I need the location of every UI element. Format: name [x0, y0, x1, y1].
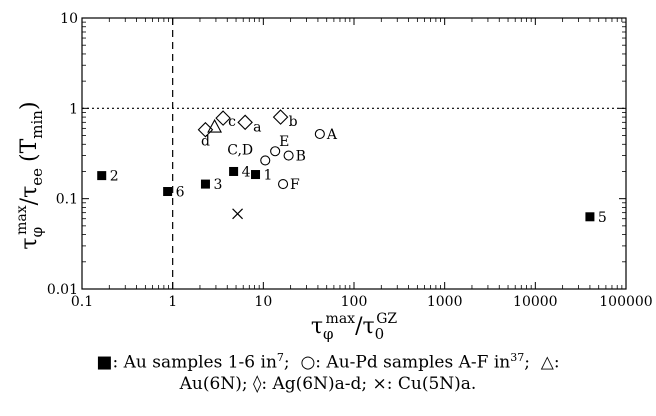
caption-line-1: ■: Au samples 1-6 in7; ○: Au-Pd samples …	[0, 347, 656, 374]
open-diamond-marker	[272, 109, 289, 125]
reference-lines	[82, 18, 626, 289]
y-tick-label: 10	[60, 11, 78, 27]
open-diamond-marker	[237, 114, 253, 131]
caption-text: : Ag(6N)a-d;	[261, 373, 373, 394]
data-label: d	[201, 134, 210, 150]
data-label: 3	[213, 177, 222, 193]
filled-square-marker	[200, 179, 210, 189]
caption-text: Au(6N);	[179, 373, 253, 394]
caption-text: ;	[283, 352, 296, 373]
y-tick-label: 0.01	[47, 282, 78, 298]
svg-text:τφmax/τee(Tmin): τφmax/τee(Tmin)	[14, 101, 46, 249]
cross-symbol: ×	[372, 373, 387, 394]
open-circle-marker	[314, 128, 325, 140]
filled-square-marker	[97, 171, 107, 181]
data-label: b	[289, 114, 298, 130]
y-tick-label: 0.1	[56, 192, 78, 208]
data-label: B	[296, 149, 306, 165]
open-diamond-marker	[215, 110, 231, 126]
open-circle-symbol: ○	[300, 352, 316, 373]
filled-square-marker	[585, 212, 595, 222]
data-label: 1	[264, 168, 273, 184]
data-label: F	[290, 177, 300, 193]
figure-caption: ■: Au samples 1-6 in7; ○: Au-Pd samples …	[0, 347, 656, 395]
caption-line-2: Au(6N); ◊: Ag(6N)a-d; ×: Cu(5N)a.	[0, 374, 656, 395]
caption-text: : Cu(5N)a.	[386, 373, 477, 394]
filled-square-symbol: ■	[96, 352, 113, 373]
data-label: A	[326, 127, 338, 143]
cross-marker-stroke	[232, 208, 244, 220]
x-tick-label: 100	[341, 294, 368, 310]
data-points: 2 6 3 4 1 5 A B C,D E Fa b c d	[97, 109, 607, 226]
filled-square-marker	[251, 170, 261, 180]
y-axis-label: τφmax/τee(Tmin)	[14, 101, 46, 249]
filled-square-marker	[229, 166, 239, 176]
data-label: a	[253, 119, 261, 135]
caption-ref: 7	[276, 351, 284, 364]
filled-square-marker	[163, 187, 173, 197]
open-triangle-marker	[207, 118, 223, 133]
caption-text: : Au-Pd samples A-F in	[315, 352, 511, 373]
plot-frame	[81, 17, 627, 290]
x-tick-label: 100000	[599, 294, 652, 310]
open-circle-marker	[278, 179, 289, 190]
open-circle-marker	[270, 146, 281, 157]
x-tick-label: 10	[254, 294, 272, 310]
open-circle-marker	[260, 155, 271, 166]
data-label: E	[279, 134, 289, 150]
open-diamond-marker	[197, 121, 214, 138]
caption-text: :	[553, 352, 560, 373]
svg-text:τφmax/τ0GZ: τφmax/τ0GZ	[311, 311, 398, 343]
x-tick-label: 1	[168, 294, 177, 310]
data-label: 6	[176, 185, 185, 201]
x-tick-label: 1000	[427, 294, 463, 310]
data-label: 4	[242, 164, 251, 180]
data-label: C,D	[227, 142, 253, 158]
open-triangle-symbol: △	[540, 352, 554, 373]
open-diamond-symbol: ◊	[252, 373, 262, 394]
x-tick-label: 10000	[513, 294, 558, 310]
y-tick-label: 1	[69, 101, 78, 117]
data-label: 2	[110, 169, 119, 185]
x-tick-label: 0.1	[71, 294, 93, 310]
caption-text: : Au samples 1-6 in	[112, 352, 277, 373]
open-circle-marker	[283, 150, 294, 161]
data-label: c	[228, 114, 236, 130]
x-axis-label: τφmax/τ0GZ	[311, 311, 398, 343]
caption-ref: 37	[510, 351, 525, 364]
caption-text: ;	[524, 352, 536, 373]
data-label: 5	[598, 210, 607, 226]
